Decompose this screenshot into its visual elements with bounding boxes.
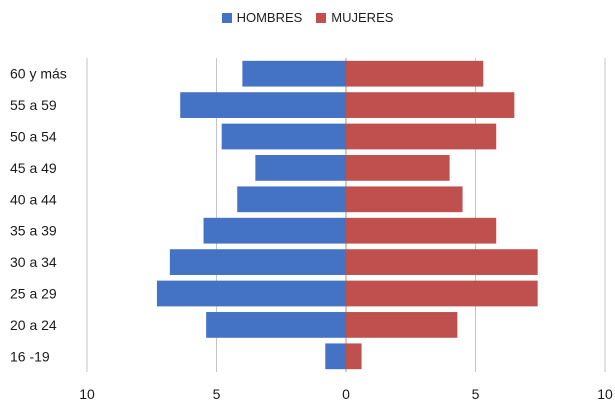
bar-mujeres-0 — [346, 60, 484, 87]
y-tick-label-5: 35 a 39 — [10, 223, 57, 239]
bar-mujeres-2 — [346, 123, 497, 150]
legend-swatch-hombres — [221, 12, 232, 23]
y-tick-label-4: 40 a 44 — [10, 191, 57, 207]
bar-mujeres-8 — [346, 312, 458, 338]
bar-hombres-7 — [156, 280, 346, 307]
bar-mujeres-1 — [346, 92, 515, 118]
x-tick-label-2: 0 — [342, 386, 350, 402]
y-tick-label-6: 30 a 34 — [10, 254, 57, 270]
bar-hombres-6 — [169, 249, 346, 275]
bar-hombres-5 — [203, 217, 346, 244]
y-tick-label-3: 45 a 49 — [10, 160, 57, 176]
bar-mujeres-4 — [346, 186, 463, 213]
bar-mujeres-6 — [346, 249, 538, 275]
legend-item-hombres: HOMBRES — [221, 10, 303, 25]
bar-hombres-2 — [221, 123, 346, 150]
bar-hombres-0 — [242, 60, 346, 87]
bar-hombres-1 — [180, 92, 346, 118]
bar-mujeres-7 — [346, 280, 538, 307]
legend-swatch-mujeres — [316, 12, 327, 23]
y-tick-label-8: 20 a 24 — [10, 317, 57, 333]
y-tick-label-7: 25 a 29 — [10, 286, 57, 302]
legend-label-mujeres: MUJERES — [331, 10, 394, 25]
x-tick-label-1: 5 — [213, 386, 221, 402]
bar-hombres-9 — [325, 343, 346, 370]
x-tick-label-0: 10 — [79, 386, 95, 402]
bar-hombres-4 — [237, 186, 346, 213]
x-tick-label-4: 10 — [597, 386, 613, 402]
bar-mujeres-5 — [346, 217, 497, 244]
bar-hombres-8 — [206, 312, 346, 338]
legend-label-hombres: HOMBRES — [236, 10, 303, 25]
y-tick-label-1: 55 a 59 — [10, 97, 57, 113]
chart-legend: HOMBRES MUJERES — [0, 10, 615, 25]
x-tick-label-3: 5 — [472, 386, 480, 402]
bar-hombres-3 — [255, 155, 346, 181]
y-tick-label-0: 60 y más — [10, 66, 67, 82]
legend-item-mujeres: MUJERES — [316, 10, 393, 25]
bar-mujeres-3 — [346, 155, 450, 181]
y-tick-label-2: 50 a 54 — [10, 129, 57, 145]
bar-mujeres-9 — [346, 343, 362, 370]
y-tick-label-9: 16 -19 — [10, 348, 50, 364]
